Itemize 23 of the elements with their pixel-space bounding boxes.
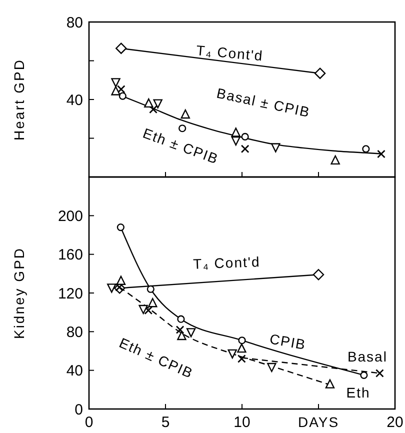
x-tick-label: 5: [161, 414, 170, 431]
annotation: Basal: [347, 348, 388, 365]
y-tick-label: 120: [58, 285, 83, 302]
y-tick-label: 0: [74, 401, 83, 418]
annotation: T₄ Cont'd: [196, 42, 264, 64]
annotation: Eth ± CPIB: [116, 334, 196, 382]
y-tick-label: 160: [58, 246, 83, 264]
annotation: T₄ Cont'd: [192, 254, 261, 272]
x-tick-label: 20: [386, 414, 404, 431]
y-axis-title: Heart GPD: [11, 58, 27, 140]
y-tick-label: 200: [58, 208, 83, 225]
y-tick-label: 40: [66, 362, 83, 380]
annotation: Eth ± CPIB: [140, 124, 221, 167]
x-axis-title: DAYS: [298, 414, 340, 430]
annotation: CPIB: [268, 330, 308, 353]
y-tick-label: 40: [66, 92, 83, 109]
annotation: Eth: [346, 384, 370, 401]
y-tick-label: 80: [66, 14, 83, 32]
x-tick-label: 0: [84, 414, 94, 431]
y-tick-label: 80: [66, 324, 83, 341]
x-tick-label: 10: [234, 414, 250, 431]
annotation: Basal ± CPIB: [215, 84, 312, 120]
y-axis-title: Kidney GPD: [11, 246, 27, 340]
